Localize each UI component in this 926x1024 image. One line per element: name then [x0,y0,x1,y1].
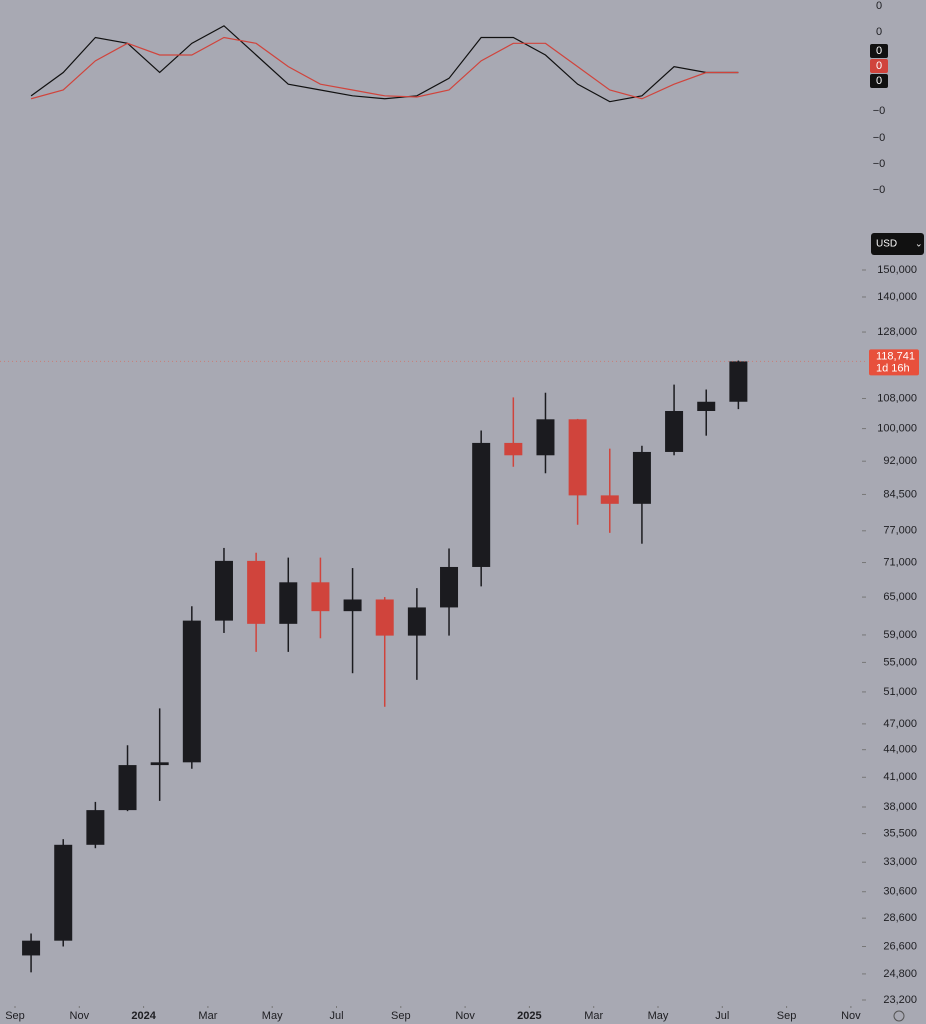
candle-body [118,765,137,811]
y-tick-label: 24,800 [883,968,917,980]
candle-body [407,607,426,636]
x-tick-label: May [262,1010,283,1022]
y-tick-label: 140,000 [877,291,917,303]
candle-body [600,495,619,504]
macd-badge [870,59,888,73]
candle-body [150,762,169,766]
y-tick-label: 77,000 [883,525,917,537]
y-tick-label: 23,200 [883,994,917,1006]
macd-badge [870,74,888,88]
y-tick-label: 55,000 [883,656,917,668]
y-tick-label: 84,500 [883,488,917,500]
y-tick-label: 26,600 [883,940,917,952]
countdown-label: 1d 16h [876,362,910,374]
candle-body [279,582,298,624]
macd-line [30,36,739,100]
macd-badge [870,44,888,58]
candle-body [343,599,362,612]
candle-body [247,560,266,624]
last-price-badge [869,349,919,376]
macd-axis-label: −0 [873,105,886,117]
candle-body [54,844,73,941]
y-tick-label: 65,000 [883,591,917,603]
y-tick-label: 28,600 [883,912,917,924]
macd-badge-label: 0 [876,60,882,72]
macd-line [30,25,739,103]
candle-body [729,361,748,402]
candle-body [632,451,651,504]
currency-label[interactable]: USD [876,239,897,250]
y-tick-label: 92,000 [883,455,917,467]
macd-axis-label: 0 [876,26,882,38]
x-tick-label: Jul [715,1010,729,1022]
x-tick-label: Nov [455,1010,475,1022]
candle-body [472,442,491,567]
y-tick-label: 41,000 [883,771,917,783]
candle-body [375,599,394,636]
x-tick-label: Sep [5,1010,25,1022]
currency-caret[interactable]: ⌄ [915,238,923,248]
x-tick-label: Nov [841,1010,861,1022]
y-tick-label: 35,500 [883,828,917,840]
y-tick-label: 33,000 [883,856,917,868]
y-tick-label: 47,000 [883,718,917,730]
y-tick-label: 71,000 [883,556,917,568]
x-tick-label: 2025 [517,1010,541,1022]
candle-body [182,620,201,763]
macd-badge-label: 0 [876,45,882,57]
y-tick-label: 30,600 [883,886,917,898]
x-tick-label: Mar [584,1010,603,1022]
settings-icon[interactable] [893,1010,905,1022]
candle-body [311,582,330,612]
y-tick-label: 100,000 [877,422,917,434]
y-tick-label: 128,000 [877,326,917,338]
candle-body [22,940,41,956]
candle-body [697,401,716,411]
y-tick-label: 51,000 [883,686,917,698]
candle-body [504,442,523,456]
macd-axis-label: −0 [873,132,886,144]
y-tick-label: 38,000 [883,801,917,813]
candle-body [86,810,105,845]
y-tick-label: 44,000 [883,744,917,756]
x-tick-label: Sep [777,1010,797,1022]
y-tick-label: 150,000 [877,264,917,276]
candle-body [536,419,555,456]
macd-axis-label: −0 [873,158,886,170]
candle-body [440,566,459,608]
x-tick-label: Sep [391,1010,411,1022]
macd-axis-label: 0 [876,0,882,12]
last-price-label: 118,741 [876,350,915,362]
candle-body [568,419,587,496]
currency-badge[interactable] [871,233,924,255]
y-tick-label: 108,000 [877,392,917,404]
x-tick-label: Jul [329,1010,343,1022]
x-tick-label: 2024 [131,1010,156,1022]
x-tick-label: Mar [198,1010,217,1022]
macd-badge-label: 0 [876,75,882,87]
x-tick-label: May [648,1010,669,1022]
candle-body [214,560,233,621]
macd-axis-label: −0 [873,184,886,196]
y-tick-label: 59,000 [883,629,917,641]
x-tick-label: Nov [70,1010,90,1022]
candle-body [665,410,684,452]
